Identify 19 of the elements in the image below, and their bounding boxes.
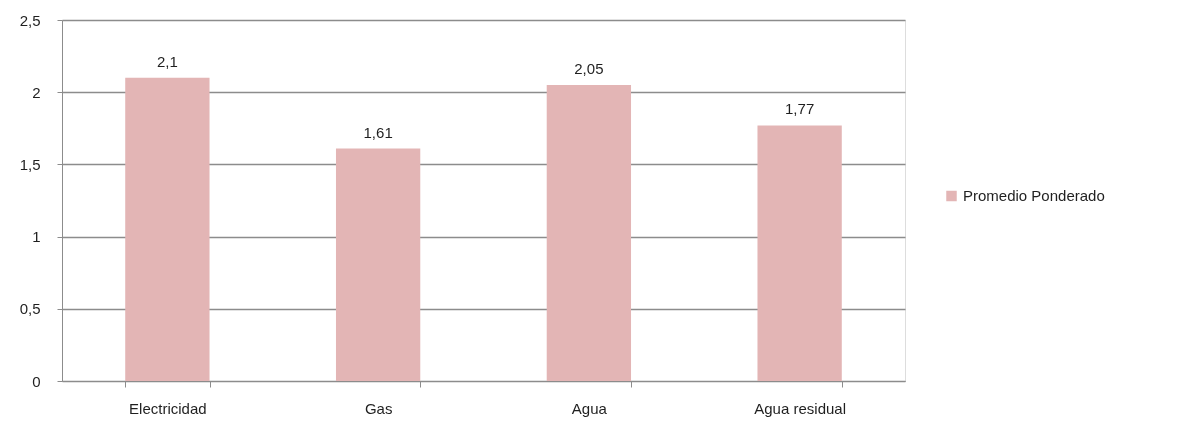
data-label: 2,05 xyxy=(574,59,604,77)
bar xyxy=(757,125,842,381)
x-tick-label: Agua residual xyxy=(754,399,846,417)
y-tick-label: 1,5 xyxy=(19,155,41,173)
y-tick-label: 1 xyxy=(32,228,41,246)
y-tick-label: 0,5 xyxy=(19,300,41,318)
x-tick-label: Gas xyxy=(364,399,393,417)
y-tick-label: 0 xyxy=(32,372,41,390)
data-label: 1,77 xyxy=(785,100,815,118)
bar xyxy=(125,77,210,381)
x-tick-label: Agua xyxy=(571,399,608,417)
bar xyxy=(546,84,632,381)
bar xyxy=(335,148,421,381)
data-label: 2,1 xyxy=(156,52,178,70)
legend-label: Promedio Ponderado xyxy=(963,187,1105,204)
data-label: 1,61 xyxy=(363,123,393,141)
y-tick-label: 2 xyxy=(32,83,41,101)
y-tick-label: 2,5 xyxy=(19,11,41,29)
x-tick-label: Electricidad xyxy=(129,399,207,417)
